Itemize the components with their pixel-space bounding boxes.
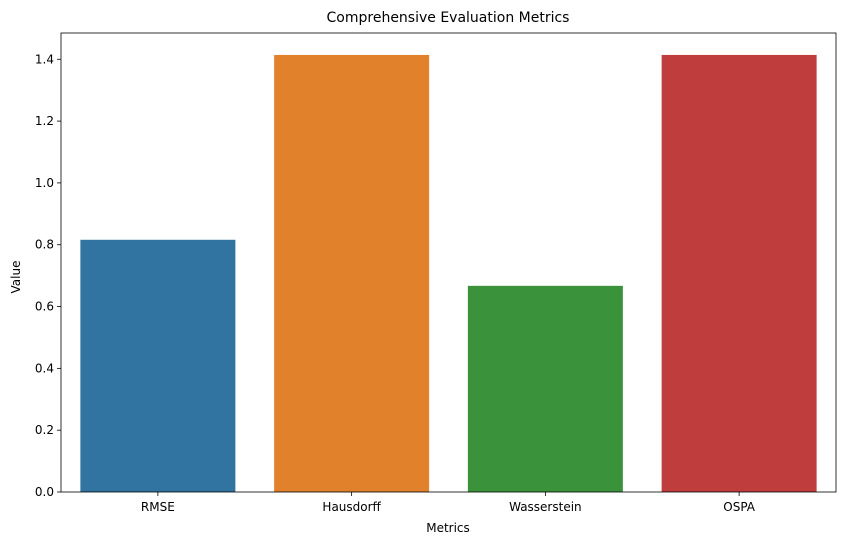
bar-hausdorff bbox=[274, 54, 430, 492]
chart-title: Comprehensive Evaluation Metrics bbox=[327, 10, 570, 26]
y-tick-label: 1.4 bbox=[35, 52, 54, 66]
y-tick-label: 0.8 bbox=[35, 238, 54, 252]
bar-wasserstein bbox=[467, 285, 623, 492]
y-axis-label: Value bbox=[9, 261, 23, 294]
x-tick-label: Wasserstein bbox=[509, 500, 582, 514]
y-tick-label: 1.2 bbox=[35, 114, 54, 128]
y-tick-label: 0.4 bbox=[35, 361, 54, 375]
bars-group bbox=[80, 54, 817, 492]
y-axis-ticks: 0.0 0.2 0.4 0.6 0.8 1.0 1.2 1.4 bbox=[35, 52, 61, 499]
bar-ospa bbox=[661, 54, 817, 492]
x-axis-ticks: RMSE Hausdorff Wasserstein OSPA bbox=[141, 492, 756, 514]
x-tick-label: OSPA bbox=[723, 500, 756, 514]
y-tick-label: 0.0 bbox=[35, 485, 54, 499]
bar-rmse bbox=[80, 239, 236, 492]
x-axis-label: Metrics bbox=[426, 521, 470, 535]
y-tick-label: 0.6 bbox=[35, 300, 54, 314]
y-tick-label: 0.2 bbox=[35, 423, 54, 437]
plot-frame bbox=[60, 32, 837, 493]
y-tick-label: 1.0 bbox=[35, 176, 54, 190]
x-tick-label: RMSE bbox=[141, 500, 175, 514]
x-tick-label: Hausdorff bbox=[322, 500, 381, 514]
